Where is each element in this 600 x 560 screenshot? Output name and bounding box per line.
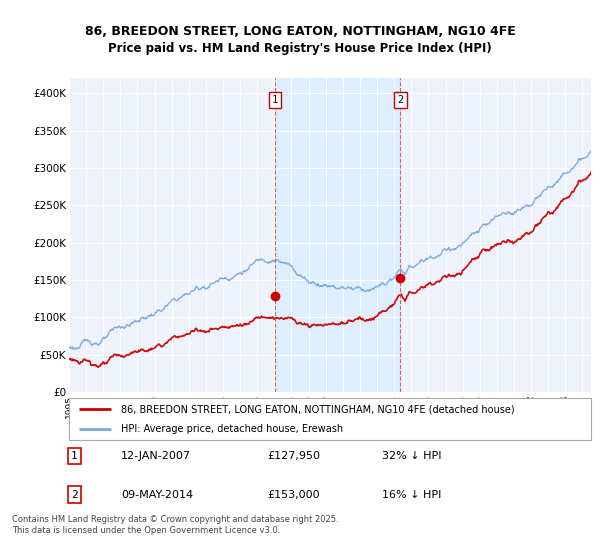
- Text: 16% ↓ HPI: 16% ↓ HPI: [382, 490, 442, 500]
- Text: £127,950: £127,950: [268, 451, 320, 461]
- Text: 1: 1: [272, 95, 278, 105]
- Text: 2: 2: [71, 490, 77, 500]
- FancyBboxPatch shape: [69, 398, 591, 440]
- Text: £153,000: £153,000: [268, 490, 320, 500]
- Text: 32% ↓ HPI: 32% ↓ HPI: [382, 451, 442, 461]
- Text: 86, BREEDON STREET, LONG EATON, NOTTINGHAM, NG10 4FE: 86, BREEDON STREET, LONG EATON, NOTTINGH…: [85, 25, 515, 38]
- Text: HPI: Average price, detached house, Erewash: HPI: Average price, detached house, Erew…: [121, 424, 343, 434]
- Text: 09-MAY-2014: 09-MAY-2014: [121, 490, 193, 500]
- Text: 86, BREEDON STREET, LONG EATON, NOTTINGHAM, NG10 4FE (detached house): 86, BREEDON STREET, LONG EATON, NOTTINGH…: [121, 404, 515, 414]
- Text: 12-JAN-2007: 12-JAN-2007: [121, 451, 191, 461]
- Bar: [275, 78, 400, 392]
- Text: Contains HM Land Registry data © Crown copyright and database right 2025.
This d: Contains HM Land Registry data © Crown c…: [12, 515, 338, 535]
- Text: Price paid vs. HM Land Registry's House Price Index (HPI): Price paid vs. HM Land Registry's House …: [108, 42, 492, 55]
- Text: 1: 1: [71, 451, 77, 461]
- Text: 2: 2: [397, 95, 403, 105]
